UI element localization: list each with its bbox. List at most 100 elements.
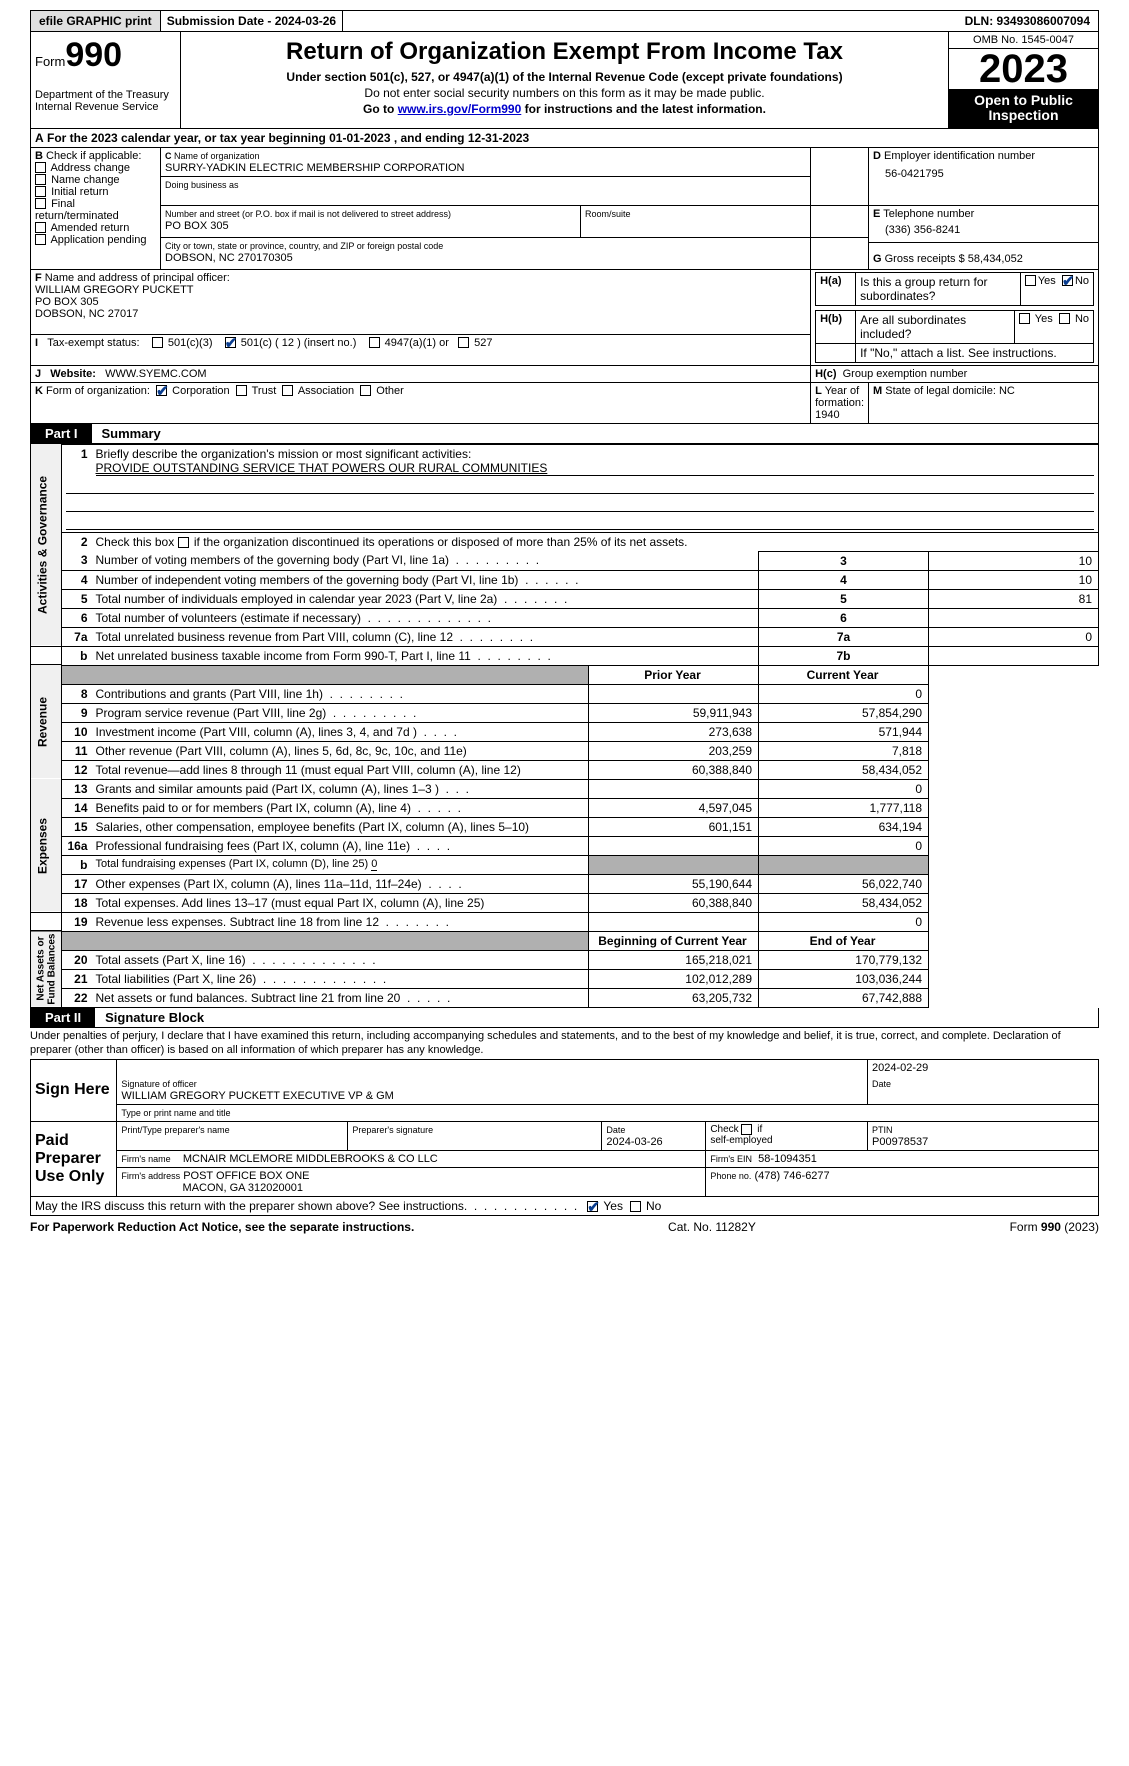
box-b-label: Check if applicable: bbox=[46, 150, 141, 162]
dln: DLN: 93493086007094 bbox=[957, 12, 1098, 30]
paid-preparer-label: Paid Preparer Use Only bbox=[31, 1121, 117, 1196]
box-j-label: Website: bbox=[50, 368, 96, 380]
l6-num: 6 bbox=[759, 608, 929, 627]
dept-label: Department of the Treasury Internal Reve… bbox=[35, 89, 176, 113]
hb-yes[interactable] bbox=[1019, 313, 1030, 324]
firm-ein-label: Firm's EIN bbox=[710, 1154, 752, 1164]
l16a-curr: 0 bbox=[759, 836, 929, 855]
l5-val: 81 bbox=[929, 589, 1099, 608]
sig-date: 2024-02-29 bbox=[868, 1059, 1099, 1076]
501c-number: 12 bbox=[282, 337, 294, 349]
chk-self-employed[interactable] bbox=[741, 1124, 752, 1135]
ha-no[interactable] bbox=[1062, 275, 1073, 286]
l9-curr: 57,854,290 bbox=[759, 703, 929, 722]
gross-receipts: 58,434,052 bbox=[968, 253, 1023, 265]
chk-501c3[interactable] bbox=[152, 337, 163, 348]
box-g-label: Gross receipts $ bbox=[885, 253, 965, 265]
chk-final-return[interactable]: Final return/terminated bbox=[35, 198, 156, 222]
ha-label: Is this a group return for subordinates? bbox=[856, 272, 1021, 305]
l12-prior: 60,388,840 bbox=[589, 760, 759, 779]
chk-assoc[interactable] bbox=[282, 385, 293, 396]
summary-table: Activities & Governance 1 Briefly descri… bbox=[30, 444, 1099, 1009]
l17-label: Other expenses (Part IX, column (A), lin… bbox=[96, 877, 422, 891]
l14-prior: 4,597,045 bbox=[589, 798, 759, 817]
firm-addr1: POST OFFICE BOX ONE bbox=[183, 1170, 309, 1182]
info-grid: B Check if applicable: Address change Na… bbox=[30, 148, 1099, 424]
l2-text: Check this box if the organization disco… bbox=[92, 532, 1099, 551]
officer-name: WILLIAM GREGORY PUCKETT bbox=[35, 284, 194, 296]
chk-amended[interactable]: Amended return bbox=[35, 222, 156, 234]
room-label: Room/suite bbox=[585, 209, 631, 219]
form-title: Return of Organization Exempt From Incom… bbox=[189, 38, 940, 66]
officer-addr1: PO BOX 305 bbox=[35, 296, 99, 308]
l19-prior bbox=[589, 912, 759, 931]
chk-4947[interactable] bbox=[369, 337, 380, 348]
l15-curr: 634,194 bbox=[759, 817, 929, 836]
ha-yes[interactable] bbox=[1025, 275, 1036, 286]
chk-corp[interactable] bbox=[156, 385, 167, 396]
l12-curr: 58,434,052 bbox=[759, 760, 929, 779]
l7a-num: 7a bbox=[759, 627, 929, 646]
l16b-prior bbox=[589, 855, 759, 874]
firm-addr-label: Firm's address bbox=[121, 1171, 180, 1181]
prep-date-label: Date bbox=[606, 1125, 625, 1135]
l15-label: Salaries, other compensation, employee b… bbox=[96, 820, 530, 834]
box-m-label: State of legal domicile: bbox=[885, 385, 996, 397]
firm-addr2: MACON, GA 312020001 bbox=[183, 1182, 303, 1194]
l18-label: Total expenses. Add lines 13–17 (must eq… bbox=[96, 896, 485, 910]
domicile-state: NC bbox=[999, 385, 1015, 397]
irs-link[interactable]: www.irs.gov/Form990 bbox=[398, 102, 522, 116]
side-label-expenses: Expenses bbox=[31, 779, 62, 912]
l22-beg: 63,205,732 bbox=[589, 989, 759, 1008]
chk-trust[interactable] bbox=[236, 385, 247, 396]
hb-no[interactable] bbox=[1059, 313, 1070, 324]
l16a-label: Professional fundraising fees (Part IX, … bbox=[96, 839, 411, 853]
l7a-val: 0 bbox=[929, 627, 1099, 646]
officer-addr2: DOBSON, NC 27017 bbox=[35, 308, 138, 320]
chk-address-change[interactable]: Address change bbox=[35, 162, 156, 174]
l21-label: Total liabilities (Part X, line 26) bbox=[96, 972, 257, 986]
box-f-label: Name and address of principal officer: bbox=[45, 272, 230, 284]
l6-val bbox=[929, 608, 1099, 627]
box-i-label: Tax-exempt status: bbox=[47, 337, 139, 349]
l19-label: Revenue less expenses. Subtract line 18 … bbox=[96, 915, 380, 929]
l7b-label: Net unrelated business taxable income fr… bbox=[96, 649, 471, 663]
l16a-prior bbox=[589, 836, 759, 855]
l5-label: Total number of individuals employed in … bbox=[96, 592, 498, 606]
l5-num: 5 bbox=[759, 589, 929, 608]
l17-curr: 56,022,740 bbox=[759, 874, 929, 893]
top-bar: efile GRAPHIC print Submission Date - 20… bbox=[30, 10, 1099, 32]
chk-527[interactable] bbox=[458, 337, 469, 348]
l1-label: Briefly describe the organization's miss… bbox=[96, 447, 472, 461]
chk-discontinued[interactable] bbox=[178, 537, 189, 548]
sig-date-label: Date bbox=[872, 1079, 891, 1089]
org-address: PO BOX 305 bbox=[165, 220, 229, 232]
perjury-declaration: Under penalties of perjury, I declare th… bbox=[30, 1028, 1099, 1058]
discuss-yes[interactable] bbox=[587, 1201, 598, 1212]
l3-label: Number of voting members of the governin… bbox=[96, 553, 450, 567]
l12-label: Total revenue—add lines 8 through 11 (mu… bbox=[96, 763, 521, 777]
discuss-no[interactable] bbox=[630, 1201, 641, 1212]
l10-label: Investment income (Part VIII, column (A)… bbox=[96, 725, 417, 739]
chk-initial-return[interactable]: Initial return bbox=[35, 186, 156, 198]
subtitle-3: Go to www.irs.gov/Form990 for instructio… bbox=[189, 102, 940, 116]
l7b-num: 7b bbox=[759, 646, 929, 665]
hb-label: Are all subordinates included? bbox=[856, 310, 1015, 343]
part-i-bar: Part I Summary bbox=[30, 424, 1099, 444]
subtitle-2: Do not enter social security numbers on … bbox=[189, 86, 940, 100]
chk-501c[interactable] bbox=[225, 337, 236, 348]
efile-print-button[interactable]: efile GRAPHIC print bbox=[31, 11, 161, 31]
l7b-val bbox=[929, 646, 1099, 665]
l4-num: 4 bbox=[759, 570, 929, 589]
l19-curr: 0 bbox=[759, 912, 929, 931]
footer-left: For Paperwork Reduction Act Notice, see … bbox=[30, 1220, 414, 1234]
l9-prior: 59,911,943 bbox=[589, 703, 759, 722]
ptin-value: P00978537 bbox=[872, 1136, 928, 1148]
chk-other[interactable] bbox=[360, 385, 371, 396]
prep-date: 2024-03-26 bbox=[606, 1136, 662, 1148]
chk-application[interactable]: Application pending bbox=[35, 234, 156, 246]
box-k-label: Form of organization: bbox=[46, 385, 150, 397]
l15-prior: 601,151 bbox=[589, 817, 759, 836]
side-label-netassets: Net Assets or Fund Balances bbox=[31, 931, 62, 1008]
chk-name-change[interactable]: Name change bbox=[35, 174, 156, 186]
